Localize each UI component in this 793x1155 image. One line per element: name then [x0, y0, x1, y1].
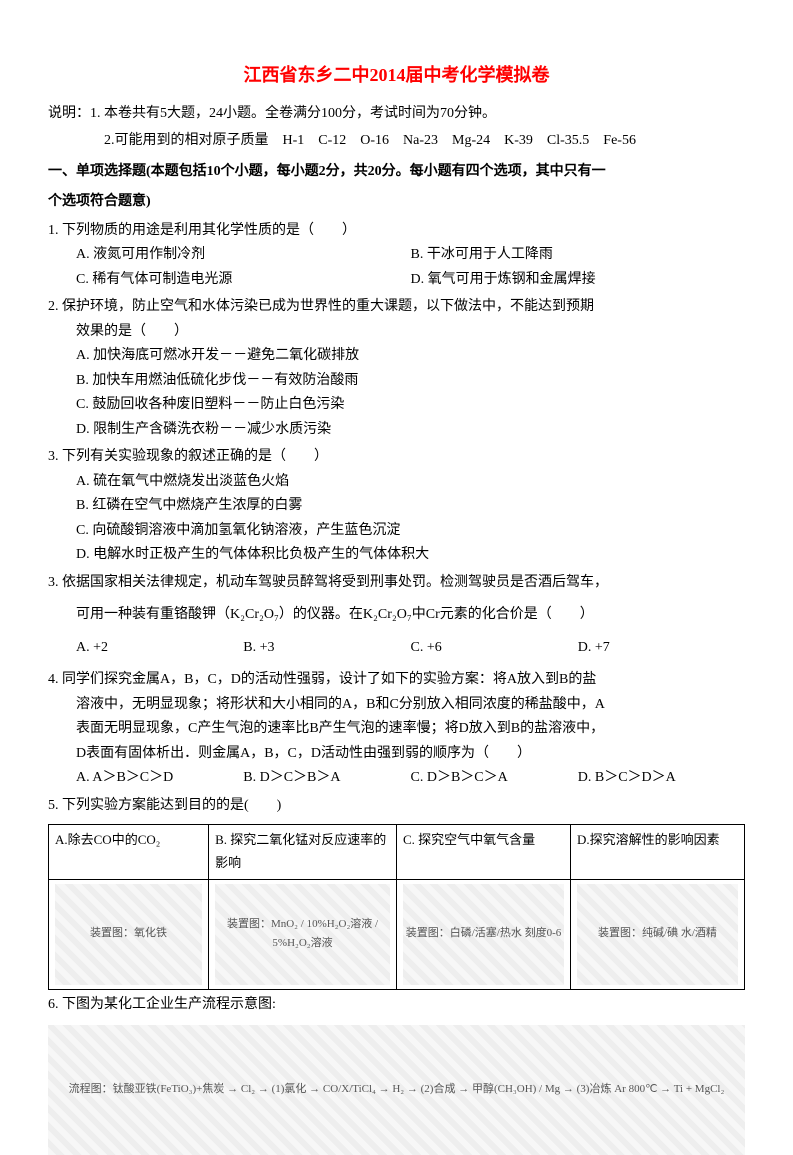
note-line2: 2.可能用到的相对原子质量 H-1 C-12 O-16 Na-23 Mg-24 … — [48, 129, 745, 154]
q4: 4. 同学们探究金属A，B，C，D的活动性强弱，设计了如下的实验方案：将A放入到… — [48, 668, 745, 791]
q5-cell-c: C. 探究空气中氧气含量 — [396, 825, 570, 880]
q2-opt-a: A. 加快海底可燃冰开发－－避免二氧化碳排放 — [48, 344, 745, 369]
q1-opt-d: D. 氧气可用于炼钢和金属焊接 — [411, 268, 746, 293]
q5-table: A.除去CO中的CO₂ B. 探究二氧化锰对反应速率的影响 C. 探究空气中氧气… — [48, 824, 745, 990]
q3b-text: 3. 依据国家相关法律规定，机动车驾驶员醉驾将受到刑事处罚。检测驾驶员是否酒后驾… — [48, 571, 745, 596]
q2-cont: 效果的是（ ） — [48, 320, 745, 345]
q5-img-d: 装置图：纯碱/碘 水/酒精 — [577, 884, 738, 985]
q3b: 3. 依据国家相关法律规定，机动车驾驶员醉驾将受到刑事处罚。检测驾驶员是否酒后驾… — [48, 571, 745, 661]
q3a-text: 3. 下列有关实验现象的叙述正确的是（ ） — [48, 445, 745, 470]
q4-l4: D表面有固体析出．则金属A，B，C，D活动性由强到弱的顺序为（ ） — [48, 742, 745, 767]
q5-img-a: 装置图：氧化铁 — [55, 884, 202, 985]
q1-opt-a: A. 液氮可用作制冷剂 — [76, 243, 411, 268]
q3b-opt-a: A. +2 — [76, 636, 243, 661]
q4-opt-d: D. B＞C＞D＞A — [578, 766, 745, 791]
q4-l3: 表面无明显现象，C产生气泡的速率比B产生气泡的速率慢；将D放入到B的盐溶液中， — [48, 717, 745, 742]
q5-img-c: 装置图：白磷/活塞/热水 刻度0-6 — [403, 884, 564, 985]
q5-cell-a: A.除去CO中的CO₂ — [49, 825, 209, 880]
q6: 6. 下图为某化工企业生产流程示意图: 流程图：钛酸亚铁(FeTiO₃)+焦炭 … — [48, 993, 745, 1155]
q5: 5. 下列实验方案能达到目的的是( ) A.除去CO中的CO₂ B. 探究二氧化… — [48, 794, 745, 990]
q4-text: 4. 同学们探究金属A，B，C，D的活动性强弱，设计了如下的实验方案：将A放入到… — [48, 668, 745, 693]
q3a: 3. 下列有关实验现象的叙述正确的是（ ） A. 硫在氧气中燃烧发出淡蓝色火焰 … — [48, 445, 745, 568]
q4-opt-c: C. D＞B＞C＞A — [411, 766, 578, 791]
exam-title: 江西省东乡二中2014届中考化学模拟卷 — [48, 60, 745, 92]
q6-flowchart: 流程图：钛酸亚铁(FeTiO₃)+焦炭 → Cl₂ → (1)氯化 → CO/X… — [48, 1025, 745, 1155]
section1-header-l2: 个选项符合题意) — [48, 190, 745, 215]
q5-cell-d: D.探究溶解性的影响因素 — [570, 825, 744, 880]
q4-l2: 溶液中，无明显现象；将形状和大小相同的A，B和C分别放入相同浓度的稀盐酸中，A — [48, 693, 745, 718]
q5-text: 5. 下列实验方案能达到目的的是( ) — [48, 794, 745, 819]
q2: 2. 保护环境，防止空气和水体污染已成为世界性的重大课题，以下做法中，不能达到预… — [48, 295, 745, 442]
q2-text: 2. 保护环境，防止空气和水体污染已成为世界性的重大课题，以下做法中，不能达到预… — [48, 295, 745, 320]
section1-header-l1: 一、单项选择题(本题包括10个小题，每小题2分，共20分。每小题有四个选项，其中… — [48, 160, 745, 185]
q3b-cont: 可用一种装有重铬酸钾（K₂Cr₂O₇）的仪器。在K₂Cr₂O₇中Cr元素的化合价… — [48, 603, 745, 628]
q5-cell-b: B. 探究二氧化锰对反应速率的影响 — [209, 825, 397, 880]
q2-opt-b: B. 加快车用燃油低硫化步伐－－有效防治酸雨 — [48, 369, 745, 394]
q3a-opt-b: B. 红磷在空气中燃烧产生浓厚的白雾 — [48, 494, 745, 519]
q4-opt-b: B. D＞C＞B＞A — [243, 766, 410, 791]
q3a-opt-d: D. 电解水时正极产生的气体体积比负极产生的气体体积大 — [48, 543, 745, 568]
q3a-opt-a: A. 硫在氧气中燃烧发出淡蓝色火焰 — [48, 470, 745, 495]
q1-opt-b: B. 干冰可用于人工降雨 — [411, 243, 746, 268]
q5-img-b: 装置图：MnO₂ / 10%H₂O₂溶液 / 5%H₂O₂溶液 — [215, 884, 390, 985]
q2-opt-c: C. 鼓励回收各种废旧塑料－－防止白色污染 — [48, 393, 745, 418]
q1: 1. 下列物质的用途是利用其化学性质的是（ ） A. 液氮可用作制冷剂 B. 干… — [48, 219, 745, 293]
q2-opt-d: D. 限制生产含磷洗衣粉－－减少水质污染 — [48, 418, 745, 443]
q6-text: 6. 下图为某化工企业生产流程示意图: — [48, 993, 745, 1018]
q3a-opt-c: C. 向硫酸铜溶液中滴加氢氧化钠溶液，产生蓝色沉淀 — [48, 519, 745, 544]
q1-text: 1. 下列物质的用途是利用其化学性质的是（ ） — [48, 219, 745, 244]
q3b-opt-c: C. +6 — [411, 636, 578, 661]
q1-opt-c: C. 稀有气体可制造电光源 — [76, 268, 411, 293]
q3b-opt-d: D. +7 — [578, 636, 745, 661]
q4-opt-a: A. A＞B＞C＞D — [76, 766, 243, 791]
q3b-opt-b: B. +3 — [243, 636, 410, 661]
note-line1: 说明：1. 本卷共有5大题，24小题。全卷满分100分，考试时间为70分钟。 — [48, 102, 745, 127]
